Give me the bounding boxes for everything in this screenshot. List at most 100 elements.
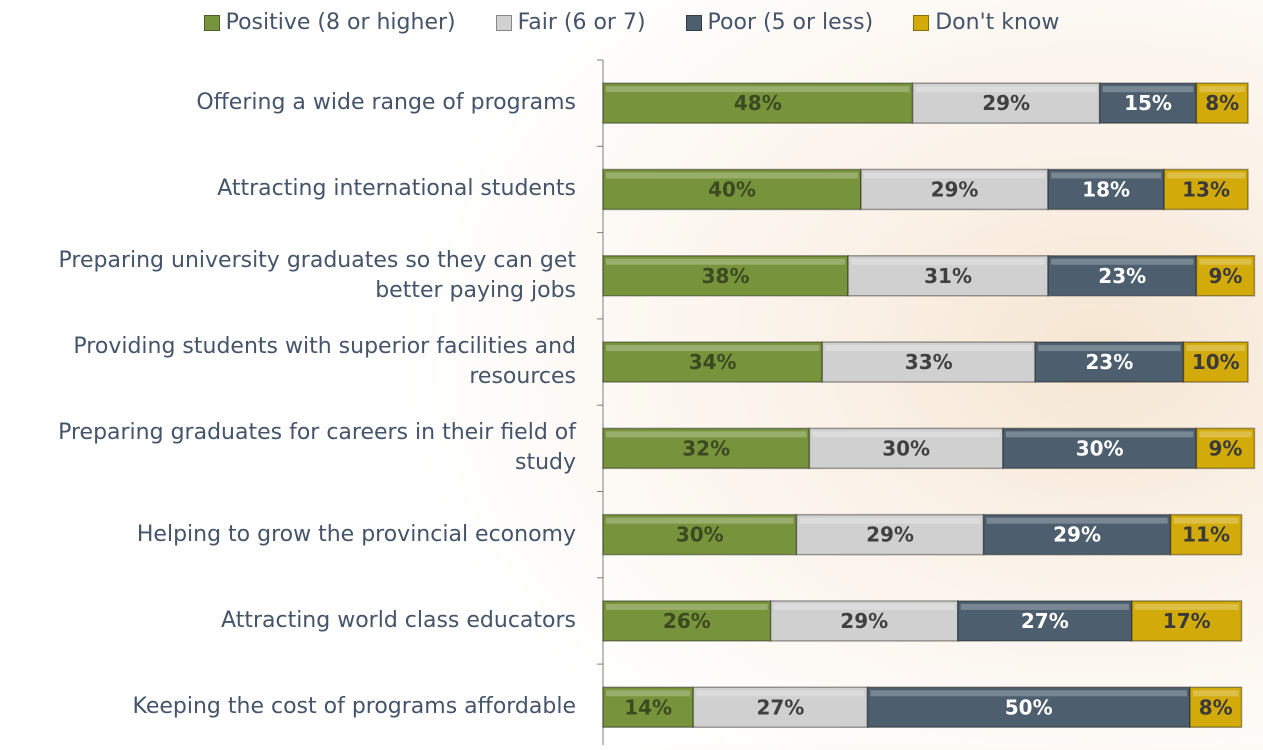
bar-segment [602, 427, 811, 470]
bar-highlight [986, 517, 1168, 524]
bar-segment [1169, 513, 1243, 556]
value-label: 8% [1199, 695, 1233, 719]
legend-item: Don't know [913, 10, 1059, 35]
value-label: 29% [840, 609, 888, 633]
bar-highlight [1051, 258, 1194, 265]
category-label: Keeping the cost of programs affordable [132, 694, 577, 720]
value-label: 27% [756, 695, 804, 719]
bar-highlight [864, 172, 1046, 179]
legend-swatch [495, 14, 512, 31]
value-label: 15% [1124, 91, 1172, 115]
bar-highlight [1199, 431, 1252, 438]
category-label: Attracting world class educators [221, 607, 576, 633]
bar-highlight [606, 345, 820, 352]
bar-highlight [1199, 258, 1252, 265]
value-label: 11% [1182, 523, 1230, 547]
bar-highlight [606, 172, 858, 179]
category-label: Preparing university graduates so they c… [58, 247, 576, 303]
value-label: 26% [663, 609, 711, 633]
bar-segment [1189, 686, 1243, 728]
value-label: 17% [1163, 609, 1211, 633]
bar-highlight [1134, 603, 1239, 610]
category-label: Attracting international students [217, 176, 576, 202]
bar-highlight [1192, 690, 1239, 697]
bar-highlight [1199, 86, 1245, 93]
value-label: 14% [624, 695, 672, 719]
value-label: 34% [689, 350, 737, 374]
value-label: 38% [702, 264, 750, 288]
legend-swatch [913, 14, 930, 31]
bar-segment [860, 168, 1049, 211]
value-label: 23% [1085, 350, 1133, 374]
value-label: 30% [1076, 436, 1124, 460]
bar-highlight [606, 517, 794, 524]
value-label: 23% [1098, 264, 1146, 288]
bar-segment [821, 341, 1036, 383]
bar-segment [1047, 168, 1165, 211]
bar-segment [1195, 255, 1256, 297]
value-label: 29% [931, 177, 979, 201]
category-label: Helping to grow the provincial economy [136, 521, 576, 547]
legend-swatch [685, 14, 702, 31]
legend: Positive (8 or higher) Fair (6 or 7) Poor … [0, 10, 1263, 35]
bar-segment [957, 600, 1133, 642]
value-label: 30% [676, 523, 724, 547]
value-label: 8% [1205, 91, 1239, 115]
value-label: 13% [1182, 177, 1230, 201]
legend-label: Positive (8 or higher) [225, 10, 456, 35]
bar-highlight [799, 517, 981, 524]
bar-segment [1047, 255, 1198, 297]
bar-segment [808, 427, 1004, 470]
bar-segment [1195, 82, 1249, 124]
bar-highlight [812, 431, 1000, 438]
bar-highlight [1051, 172, 1162, 179]
value-label: 30% [882, 436, 930, 460]
bar-highlight [606, 690, 691, 697]
bar-highlight [606, 431, 807, 438]
bar-segment [1098, 82, 1198, 124]
value-label: 31% [924, 264, 972, 288]
legend-label: Don't know [935, 10, 1060, 35]
bar-highlight [870, 690, 1187, 697]
bar-highlight [1173, 517, 1239, 524]
value-label: 10% [1192, 350, 1240, 374]
category-label: Preparing graduates for careers in their… [58, 420, 576, 476]
bar-highlight [915, 86, 1097, 93]
value-label: 40% [708, 177, 756, 201]
bar-highlight [1038, 345, 1181, 352]
value-label: 29% [982, 91, 1030, 115]
legend-item: Positive (8 or higher) [203, 10, 456, 35]
category-label: Offering a wide range of programs [196, 90, 576, 115]
bar-highlight [1186, 345, 1245, 352]
bar-segment [602, 168, 862, 211]
bar-segment [1034, 341, 1185, 383]
bar-highlight [606, 258, 846, 265]
legend-label: Fair (6 or 7) [517, 10, 646, 35]
bar-highlight [773, 603, 955, 610]
bar-segment [847, 255, 1049, 297]
category-label: Providing students with superior facilit… [73, 333, 576, 389]
bar-highlight [851, 258, 1046, 265]
bar-segment [692, 686, 869, 728]
value-label: 9% [1208, 264, 1242, 288]
legend-item: Fair (6 or 7) [495, 10, 646, 35]
bar-highlight [1167, 172, 1245, 179]
bar-highlight [606, 86, 910, 93]
legend-item: Poor (5 or less) [685, 10, 873, 35]
bar-segment [1182, 341, 1249, 383]
bar-highlight [960, 603, 1129, 610]
bar-segment [1163, 168, 1249, 211]
value-label: 29% [1053, 523, 1101, 547]
legend-swatch [203, 14, 220, 31]
bar-segment [602, 255, 849, 297]
value-label: 18% [1082, 177, 1130, 201]
value-label: 27% [1021, 609, 1069, 633]
bar-segment [602, 341, 824, 383]
value-label: 33% [905, 350, 953, 374]
bar-segment [911, 82, 1101, 124]
bar-highlight [1005, 431, 1194, 438]
bar-highlight [696, 690, 865, 697]
value-label: 32% [682, 436, 730, 460]
value-label: 9% [1208, 436, 1242, 460]
